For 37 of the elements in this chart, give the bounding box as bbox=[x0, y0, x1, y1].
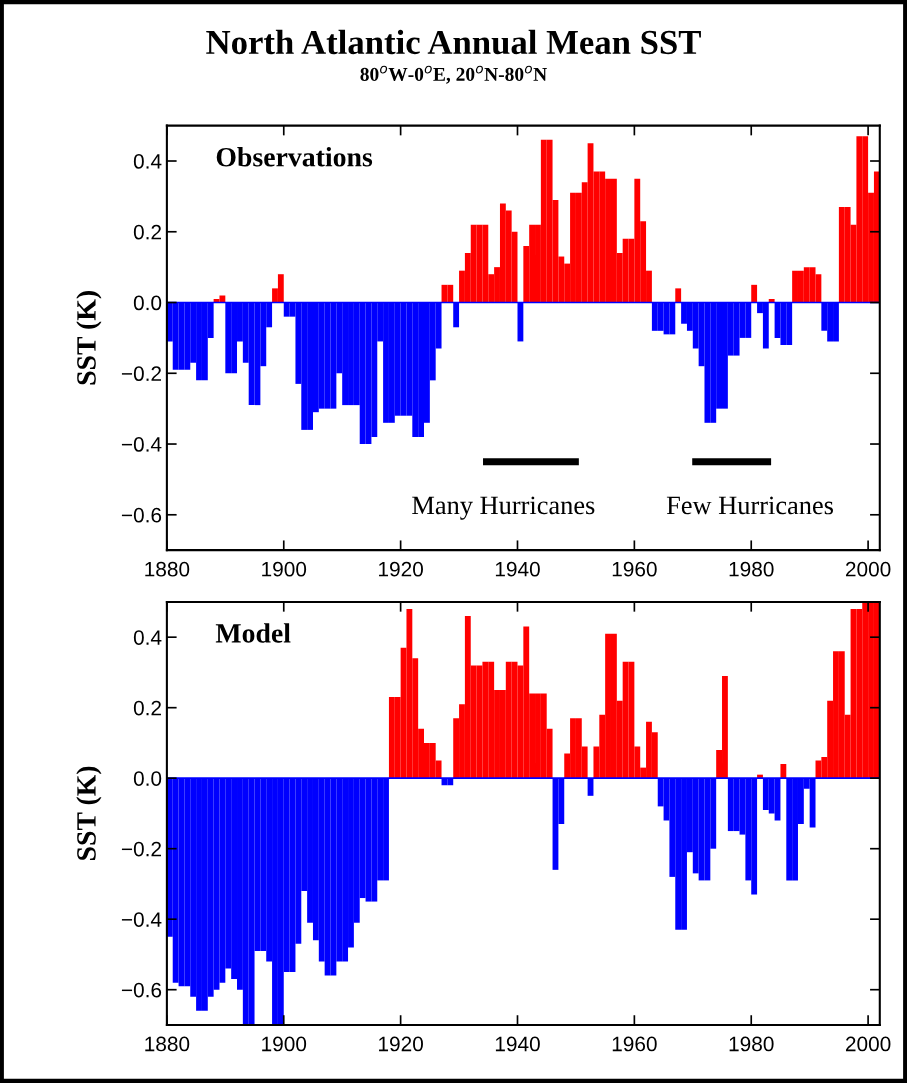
y-tick-label: 0.4 bbox=[133, 154, 162, 169]
y-tick-label: 0.4 bbox=[133, 630, 162, 645]
x-tick-label: 1880 bbox=[145, 561, 190, 577]
y-tick-label: −0.6 bbox=[121, 507, 162, 523]
y-axis-title: SST (K) bbox=[76, 766, 102, 860]
bar bbox=[780, 764, 787, 779]
y-axis-title: SST (K) bbox=[76, 291, 102, 385]
chart-title: North Atlantic Annual Mean SST bbox=[206, 29, 701, 55]
y-tick-label: 0.0 bbox=[133, 295, 162, 311]
x-tick-label: 1960 bbox=[612, 1036, 657, 1052]
x-tick-label: 1960 bbox=[612, 561, 657, 577]
y-tick-label: 0.2 bbox=[133, 224, 161, 240]
x-tick-label: 2000 bbox=[845, 561, 891, 577]
y-tick-label: 0.0 bbox=[133, 771, 162, 786]
x-tick-label: 1920 bbox=[379, 561, 423, 577]
x-tick-label: 1880 bbox=[145, 1036, 190, 1052]
annotation: Model bbox=[215, 623, 291, 643]
y-tick-label: −0.2 bbox=[121, 366, 161, 382]
y-tick-label: −0.2 bbox=[121, 841, 161, 857]
x-tick-label: 1920 bbox=[379, 1036, 423, 1052]
annotation: Observations bbox=[216, 147, 373, 167]
bar bbox=[751, 284, 758, 303]
x-tick-label: 1940 bbox=[495, 561, 540, 577]
annotation: Few Hurricanes bbox=[666, 496, 833, 515]
y-tick-label: −0.4 bbox=[121, 912, 162, 927]
text: 80$^{o}$W-0$^{o}$E, 20$^{o}$N-80$^{o}$N bbox=[360, 65, 547, 84]
y-tick-label: −0.6 bbox=[121, 982, 162, 998]
x-tick-label: 2000 bbox=[845, 1036, 891, 1052]
y-tick-label: 0.2 bbox=[133, 700, 161, 716]
x-tick-label: 1980 bbox=[729, 561, 774, 577]
bar bbox=[675, 288, 682, 303]
y-tick-label: −0.4 bbox=[121, 437, 162, 452]
annotation: Many Hurricanes bbox=[412, 496, 595, 520]
x-tick-label: 1940 bbox=[495, 1036, 540, 1052]
x-tick-label: 1900 bbox=[262, 561, 307, 577]
x-tick-label: 1980 bbox=[729, 1036, 774, 1052]
x-tick-label: 1900 bbox=[262, 1036, 307, 1052]
